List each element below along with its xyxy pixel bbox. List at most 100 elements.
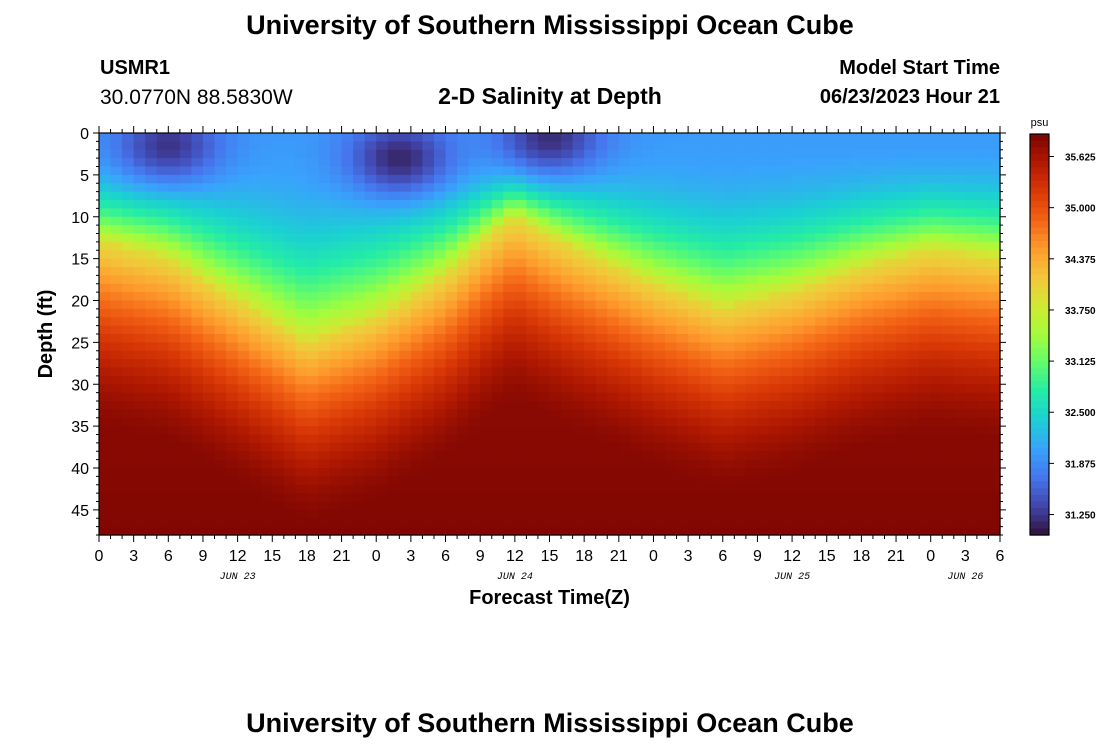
heatmap-cell bbox=[364, 149, 377, 159]
heatmap-cell bbox=[341, 451, 354, 461]
colorbar-swatch bbox=[1030, 341, 1049, 349]
heatmap-cell bbox=[676, 317, 689, 327]
heatmap-cell bbox=[549, 267, 562, 276]
heatmap-cell bbox=[745, 325, 759, 335]
heatmap-cell bbox=[919, 208, 932, 218]
heatmap-cell bbox=[341, 384, 354, 394]
heatmap-cell bbox=[110, 250, 123, 260]
heatmap-cell bbox=[919, 300, 932, 310]
heatmap-cell bbox=[514, 375, 527, 385]
heatmap-cell bbox=[607, 367, 620, 377]
heatmap-cell bbox=[260, 183, 273, 193]
heatmap-cell bbox=[618, 501, 631, 511]
heatmap-cell bbox=[433, 300, 447, 310]
heatmap-cell bbox=[861, 509, 874, 519]
heatmap-cell bbox=[641, 367, 655, 377]
heatmap-cell bbox=[330, 275, 343, 285]
y-tick-label: 0 bbox=[80, 126, 89, 143]
heatmap-cell bbox=[665, 476, 678, 486]
heatmap-cell bbox=[884, 183, 897, 193]
heatmap-cell bbox=[399, 208, 412, 218]
heatmap-cell bbox=[237, 300, 250, 310]
heatmap-cell bbox=[896, 250, 909, 260]
heatmap-cell bbox=[549, 350, 562, 360]
heatmap-cell bbox=[676, 468, 689, 477]
heatmap-cell bbox=[457, 459, 470, 469]
heatmap-cell bbox=[768, 317, 782, 327]
heatmap-cell bbox=[803, 434, 816, 444]
heatmap-cell bbox=[237, 292, 250, 302]
heatmap-cell bbox=[907, 325, 920, 335]
heatmap-cell bbox=[942, 141, 955, 151]
heatmap-cell bbox=[249, 149, 262, 159]
heatmap-cell bbox=[272, 191, 285, 201]
heatmap-cell bbox=[468, 367, 481, 377]
heatmap-cell bbox=[641, 258, 655, 268]
heatmap-cell bbox=[503, 359, 516, 369]
date-label: JUN 23 bbox=[220, 572, 256, 583]
heatmap-cell bbox=[145, 442, 158, 452]
heatmap-cell bbox=[711, 501, 724, 511]
heatmap-cell bbox=[572, 275, 585, 285]
heatmap-cell bbox=[919, 191, 932, 201]
heatmap-cell bbox=[953, 518, 966, 528]
heatmap-cell bbox=[965, 350, 978, 360]
heatmap-cell bbox=[156, 308, 169, 318]
heatmap-cell bbox=[168, 208, 181, 218]
heatmap-cell bbox=[838, 141, 851, 151]
heatmap-cell bbox=[295, 384, 308, 394]
heatmap-cell bbox=[399, 468, 412, 477]
heatmap-cell bbox=[341, 526, 354, 536]
heatmap-cell bbox=[699, 317, 712, 327]
heatmap-cell bbox=[572, 308, 585, 318]
heatmap-cell bbox=[584, 459, 597, 469]
heatmap-cell bbox=[942, 350, 955, 360]
heatmap-cell bbox=[468, 158, 481, 168]
heatmap-cell bbox=[688, 325, 701, 335]
heatmap-cell bbox=[584, 149, 597, 159]
heatmap-cell bbox=[283, 141, 296, 151]
heatmap-cell bbox=[676, 501, 689, 511]
heatmap-cell bbox=[595, 216, 608, 226]
heatmap-cell bbox=[491, 325, 504, 335]
heatmap-cell bbox=[330, 141, 343, 151]
heatmap-cell bbox=[341, 183, 354, 193]
heatmap-cell bbox=[330, 375, 343, 385]
heatmap-cell bbox=[272, 241, 285, 251]
heatmap-cell bbox=[318, 191, 331, 201]
heatmap-cell bbox=[364, 241, 377, 251]
heatmap-cell bbox=[179, 409, 193, 419]
heatmap-cell bbox=[826, 451, 839, 461]
heatmap-cell bbox=[422, 442, 435, 452]
heatmap-cell bbox=[537, 442, 551, 452]
heatmap-cell bbox=[226, 476, 239, 486]
heatmap-cell bbox=[919, 367, 932, 377]
heatmap-cell bbox=[110, 141, 123, 151]
heatmap-cell bbox=[468, 225, 481, 235]
heatmap-cell bbox=[549, 141, 562, 151]
heatmap-cell bbox=[537, 401, 551, 410]
heatmap-cell bbox=[537, 317, 551, 327]
heatmap-cell bbox=[179, 191, 193, 201]
heatmap-cell bbox=[306, 225, 320, 235]
heatmap-cell bbox=[711, 200, 724, 209]
heatmap-cell bbox=[202, 158, 216, 168]
heatmap-cell bbox=[688, 384, 701, 394]
heatmap-cell bbox=[503, 191, 516, 201]
heatmap-cell bbox=[283, 300, 296, 310]
heatmap-cell bbox=[757, 250, 770, 260]
heatmap-cell bbox=[433, 484, 447, 494]
heatmap-cell bbox=[711, 174, 724, 184]
heatmap-cell bbox=[295, 183, 308, 193]
heatmap-cell bbox=[942, 250, 955, 260]
heatmap-cell bbox=[341, 334, 354, 343]
heatmap-cell bbox=[907, 292, 920, 302]
heatmap-cell bbox=[191, 241, 204, 251]
heatmap-cell bbox=[953, 434, 966, 444]
heatmap-cell bbox=[549, 292, 562, 302]
heatmap-cell bbox=[133, 208, 146, 218]
heatmap-cell bbox=[572, 208, 585, 218]
heatmap-cell bbox=[168, 367, 181, 377]
heatmap-cell bbox=[734, 426, 747, 436]
heatmap-cell bbox=[618, 308, 631, 318]
